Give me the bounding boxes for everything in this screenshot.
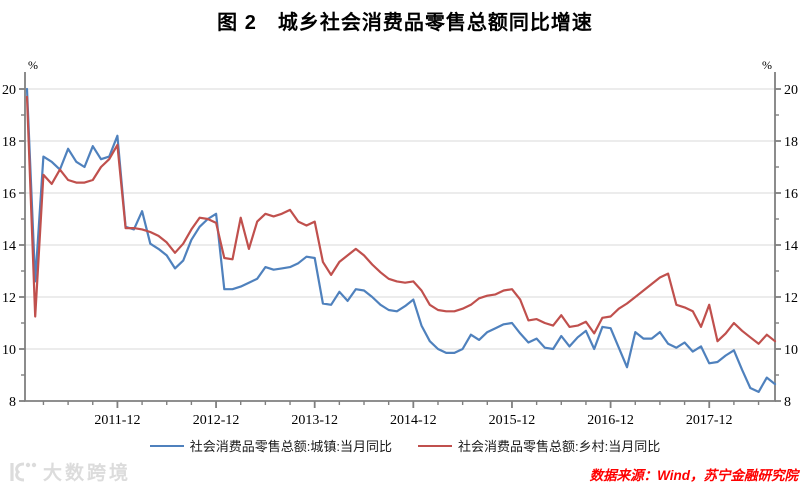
svg-text:2011-12: 2011-12 (94, 413, 140, 428)
svg-text:20: 20 (784, 83, 798, 98)
line-chart: 8 8 10 10 12 12 14 14 16 16 18 18 20 20% % 2011-12 2012-… (2, 58, 798, 428)
svg-text:20: 20 (2, 83, 16, 98)
watermark-text: 大数跨境 (43, 463, 132, 484)
svg-text:2017-12: 2017-12 (686, 413, 733, 428)
legend-item-urban: 社会消费品零售总额:城镇:当月同比 (149, 436, 392, 455)
svg-text:14: 14 (2, 239, 16, 254)
svg-text:10: 10 (2, 343, 16, 358)
svg-text:%: % (28, 58, 38, 72)
svg-text:18: 18 (2, 135, 16, 150)
watermark-logo-icon (10, 462, 37, 481)
svg-text:16: 16 (2, 187, 16, 202)
watermark: 大数跨境 (8, 458, 131, 485)
legend-item-rural: 社会消费品零售总额:乡村:当月同比 (418, 436, 660, 455)
legend-label-rural: 社会消费品零售总额:乡村:当月同比 (458, 439, 661, 454)
plot-area: 8 8 10 10 12 12 14 14 16 16 18 18 20 20%% 2011-12 2012-… (0, 58, 810, 433)
svg-text:10: 10 (784, 343, 798, 358)
svg-text:%: % (762, 58, 772, 72)
svg-text:16: 16 (784, 187, 798, 202)
svg-text:2012-12: 2012-12 (193, 413, 240, 428)
svg-text:12: 12 (2, 291, 16, 306)
urban-line-swatch (149, 444, 184, 447)
svg-text:2013-12: 2013-12 (291, 413, 338, 428)
svg-text:8: 8 (9, 395, 16, 410)
legend: 社会消费品零售总额:城镇:当月同比 社会消费品零售总额:乡村:当月同比 (0, 436, 810, 455)
svg-text:18: 18 (784, 135, 798, 150)
svg-text:12: 12 (784, 291, 798, 306)
svg-text:8: 8 (784, 395, 791, 410)
svg-text:14: 14 (784, 239, 798, 254)
data-source-note: 数据来源：Wind，苏宁金融研究院 (589, 468, 798, 483)
svg-text:2016-12: 2016-12 (587, 413, 634, 428)
rural-line-swatch (418, 444, 452, 447)
svg-text:2015-12: 2015-12 (489, 413, 536, 428)
svg-text:2014-12: 2014-12 (390, 413, 437, 428)
legend-label-urban: 社会消费品零售总额:城镇:当月同比 (189, 439, 392, 454)
chart-title: 图 2 城乡社会消费品零售总额同比增速 (217, 12, 593, 34)
